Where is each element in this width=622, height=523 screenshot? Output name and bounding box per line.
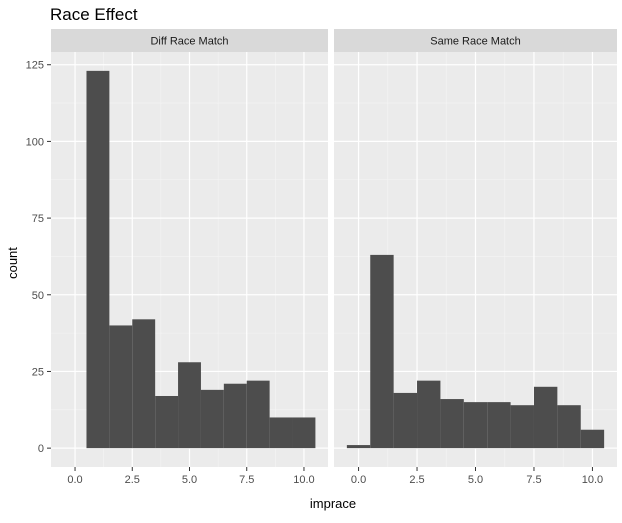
facet-panel-same-race: Same Race Match 0.0 2.5 5.0 7.5 10.0 [334, 29, 617, 486]
x-axis-ticks: 0.0 2.5 5.0 7.5 10.0 [351, 467, 603, 486]
histogram-bars [346, 254, 605, 449]
y-tick-label: 75 [32, 213, 44, 225]
histogram-bar [200, 389, 224, 449]
y-tick-label: 100 [26, 136, 44, 148]
x-tick-label: 7.5 [239, 474, 254, 486]
histogram-bar [370, 254, 394, 449]
chart-title: Race Effect [50, 5, 138, 24]
histogram-bar [487, 402, 511, 449]
histogram-bar [109, 325, 133, 449]
histogram-bar [246, 380, 270, 449]
facet-panel-diff-race: Diff Race Match 0.0 2.5 5.0 7.5 10.0 [51, 29, 328, 486]
y-tick-label: 50 [32, 290, 44, 302]
y-axis: 0 25 50 75 100 125 [26, 60, 51, 455]
strip-background [51, 29, 328, 52]
x-tick-label: 10.0 [293, 474, 314, 486]
x-tick-label: 5.0 [182, 474, 197, 486]
histogram-bar [557, 405, 581, 449]
histogram-bar [346, 445, 371, 449]
histogram-bar [533, 386, 558, 449]
y-tick-label: 0 [38, 443, 44, 455]
histogram-bar [580, 429, 605, 449]
y-axis-label: count [5, 247, 20, 279]
x-axis-label: imprace [310, 496, 356, 511]
histogram-bar [440, 399, 464, 449]
x-axis-ticks: 0.0 2.5 5.0 7.5 10.0 [67, 467, 315, 486]
histogram-bar [178, 362, 201, 449]
x-tick-label: 10.0 [582, 474, 603, 486]
y-tick-label: 125 [26, 60, 44, 72]
x-tick-label: 2.5 [409, 474, 424, 486]
strip-background [334, 29, 617, 52]
histogram-bar [155, 395, 179, 449]
x-tick-label: 5.0 [468, 474, 483, 486]
x-tick-label: 7.5 [526, 474, 541, 486]
y-tick-label: 25 [32, 366, 44, 378]
histogram-bar [417, 380, 441, 449]
x-tick-label: 2.5 [125, 474, 140, 486]
histogram-bar [86, 70, 110, 449]
x-tick-label: 0.0 [67, 474, 82, 486]
histogram-bar [223, 383, 247, 449]
histogram-bar [132, 319, 156, 449]
histogram-bar [292, 417, 316, 449]
histogram-bar [269, 417, 293, 449]
histogram-bars [86, 70, 316, 449]
histogram-bar [510, 405, 534, 449]
histogram-bar [393, 392, 418, 449]
strip-label: Same Race Match [430, 36, 520, 48]
y-axis-title: count [5, 247, 20, 279]
x-tick-label: 0.0 [351, 474, 366, 486]
histogram-bar [463, 402, 488, 449]
strip-label: Diff Race Match [150, 36, 228, 48]
